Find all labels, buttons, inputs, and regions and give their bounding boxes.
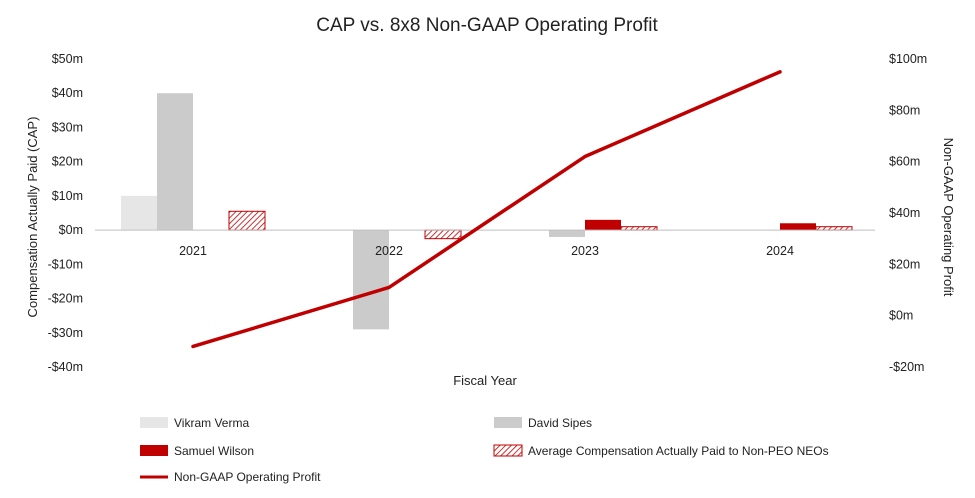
legend-label-operating-profit: Non-GAAP Operating Profit bbox=[174, 470, 321, 484]
y-tick-label: $10m bbox=[52, 189, 83, 203]
y-tick-label: -$30m bbox=[48, 326, 83, 340]
y-tick-label: $20m bbox=[52, 155, 83, 169]
legend: Vikram Verma David Sipes Samuel Wilson A… bbox=[140, 416, 829, 484]
y2-tick-label: -$20m bbox=[889, 360, 924, 374]
legend-swatch-david-sipes bbox=[494, 417, 522, 428]
y2-axis-label: Non-GAAP Operating Profit bbox=[941, 138, 956, 297]
legend-label-samuel-wilson: Samuel Wilson bbox=[174, 444, 254, 458]
y-tick-label: $0m bbox=[59, 223, 83, 237]
legend-item-samuel-wilson: Samuel Wilson bbox=[140, 444, 254, 458]
y2-tick-label: $60m bbox=[889, 155, 920, 169]
bar-david-sipes-2022 bbox=[353, 230, 389, 330]
x-tick-label: 2024 bbox=[766, 244, 794, 258]
bars bbox=[121, 93, 853, 330]
y-axis-label: Compensation Actually Paid (CAP) bbox=[25, 117, 40, 318]
bar-vikram-verma-2021 bbox=[121, 195, 157, 231]
bar-average-compensation-actually-paid-to-non-peo-neos-2022 bbox=[424, 229, 462, 240]
bar-samuel-wilson-2024 bbox=[780, 223, 816, 231]
bar-david-sipes-2021 bbox=[157, 93, 193, 231]
x-tick-label: 2023 bbox=[571, 244, 599, 258]
bar-average-compensation-actually-paid-to-non-peo-neos-2024 bbox=[815, 226, 853, 231]
y2-tick-label: $100m bbox=[889, 52, 927, 66]
y2-tick-label: $80m bbox=[889, 103, 920, 117]
line-series bbox=[191, 70, 782, 349]
y2-tick-label: $20m bbox=[889, 257, 920, 271]
chart-title: CAP vs. 8x8 Non-GAAP Operating Profit bbox=[316, 15, 658, 36]
right-axis-ticks: $100m $80m $60m $40m $20m $0m -$20m bbox=[889, 52, 927, 374]
y-tick-label: -$10m bbox=[48, 257, 83, 271]
y-tick-label: -$20m bbox=[48, 292, 83, 306]
x-tick-label: 2021 bbox=[179, 244, 207, 258]
legend-item-operating-profit: Non-GAAP Operating Profit bbox=[140, 470, 321, 484]
bar-david-sipes-2023 bbox=[549, 230, 585, 237]
y2-tick-label: $40m bbox=[889, 206, 920, 220]
y-tick-label: $40m bbox=[52, 86, 83, 100]
y2-tick-label: $0m bbox=[889, 309, 913, 323]
bar-average-compensation-actually-paid-to-non-peo-neos-2023 bbox=[620, 226, 658, 231]
legend-label-average-cap-non-peo: Average Compensation Actually Paid to No… bbox=[528, 444, 829, 458]
category-labels: 2021 2022 2023 2024 bbox=[179, 244, 794, 258]
bar-samuel-wilson-2023 bbox=[585, 219, 621, 231]
legend-item-average-cap-non-peo: Average Compensation Actually Paid to No… bbox=[493, 444, 829, 458]
y-tick-label: $50m bbox=[52, 52, 83, 66]
operating-profit-line bbox=[191, 70, 782, 349]
legend-item-vikram-verma: Vikram Verma bbox=[140, 416, 249, 430]
y-tick-label: -$40m bbox=[48, 360, 83, 374]
x-tick-label: 2022 bbox=[375, 244, 403, 258]
legend-label-david-sipes: David Sipes bbox=[528, 416, 592, 430]
legend-swatch-vikram-verma bbox=[140, 417, 168, 428]
legend-label-vikram-verma: Vikram Verma bbox=[174, 416, 249, 430]
legend-item-david-sipes: David Sipes bbox=[494, 416, 592, 430]
left-axis-ticks: $50m $40m $30m $20m $10m $0m -$10m -$20m -$30m -$… bbox=[48, 52, 83, 374]
bar-average-compensation-actually-paid-to-non-peo-neos-2021 bbox=[228, 210, 266, 231]
legend-swatch-average-cap-non-peo bbox=[493, 444, 523, 457]
legend-swatch-samuel-wilson bbox=[140, 445, 168, 456]
x-axis-label: Fiscal Year bbox=[453, 373, 517, 388]
y-tick-label: $30m bbox=[52, 120, 83, 134]
